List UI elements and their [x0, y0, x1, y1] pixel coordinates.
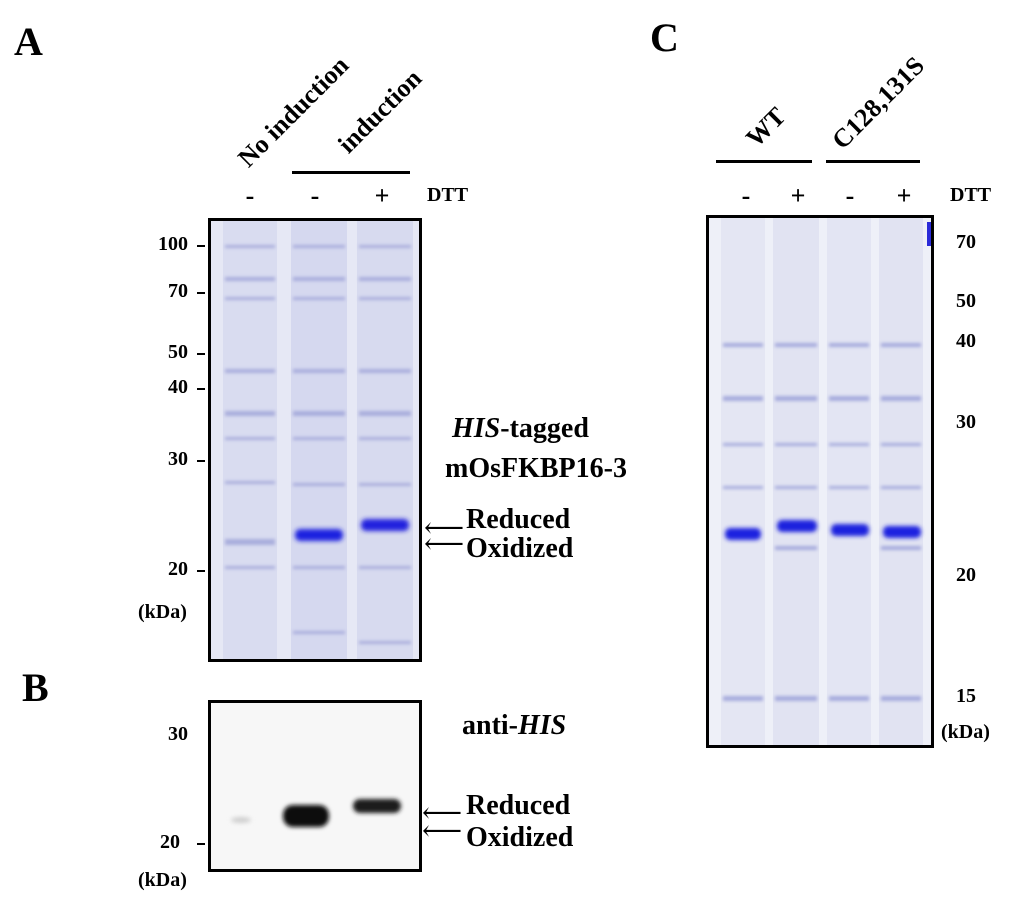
mutant-bracket	[826, 160, 920, 163]
dtt-sign-c-4: +	[896, 181, 912, 210]
tagged-text: -tagged	[500, 413, 589, 444]
marker-b-30: 30	[168, 723, 188, 745]
reduced-label-b: Reduced	[466, 790, 571, 821]
marker-c-20: 20	[956, 564, 976, 586]
blot-b-image	[211, 703, 419, 869]
unit-c: (kDa)	[941, 721, 990, 743]
marker-a-50: 50	[168, 341, 188, 363]
marker-c-50: 50	[956, 290, 976, 312]
marker-tick	[197, 460, 205, 462]
marker-a-30: 30	[168, 448, 188, 470]
antibody-label: anti-HIS	[462, 712, 566, 740]
induction-bracket	[292, 171, 410, 174]
arrow-left-icon: ⟵	[422, 816, 463, 847]
reduced-label-a: Reduced	[466, 504, 571, 535]
panel-b-letter: B	[22, 665, 49, 710]
dtt-sign-a-1: -	[245, 181, 255, 210]
protein-name-line1: HIS-tagged	[452, 415, 589, 443]
dtt-sign-c-1: -	[741, 181, 751, 210]
lane-label-no-induction: No induction	[232, 50, 355, 173]
marker-a-20: 20	[168, 558, 188, 580]
western-blot-b	[208, 700, 422, 872]
marker-c-15: 15	[956, 685, 976, 707]
marker-tick	[197, 570, 205, 572]
marker-b-20: 20	[160, 831, 180, 853]
oxidized-label-a: Oxidized	[466, 533, 574, 564]
protein-name-line2: mOsFKBP16-3	[445, 453, 627, 484]
his-italic: HIS	[452, 413, 501, 444]
arrow-left-icon: ⟵	[424, 529, 465, 560]
oxidized-label-b: Oxidized	[466, 822, 574, 853]
unit-b: (kDa)	[138, 869, 187, 891]
marker-tick	[197, 353, 205, 355]
dtt-sign-a-2: -	[310, 181, 320, 210]
marker-tick	[197, 245, 205, 247]
arrow-left-icon: ⟵	[422, 798, 463, 829]
unit-a: (kDa)	[138, 601, 187, 623]
arrow-left-icon: ⟵	[424, 513, 465, 544]
marker-tick	[197, 843, 205, 845]
wt-bracket	[716, 160, 812, 163]
panel-a-letter: A	[14, 19, 43, 64]
group-label-c128-131s: C128,131S	[826, 50, 930, 155]
gel-a-image	[211, 221, 419, 659]
dtt-label-c: DTT	[950, 184, 992, 206]
marker-tick	[197, 292, 205, 294]
marker-tick	[197, 388, 205, 390]
coomassie-gel-a	[208, 218, 422, 662]
dtt-sign-c-2: +	[790, 181, 806, 210]
marker-a-70: 70	[168, 280, 188, 302]
anti-prefix: anti-	[462, 710, 518, 741]
lane-label-induction: induction	[332, 63, 428, 159]
marker-a-40: 40	[168, 376, 188, 398]
his-italic-b: HIS	[518, 710, 567, 741]
marker-a-100: 100	[158, 233, 188, 255]
panel-c-letter: C	[650, 15, 679, 60]
dtt-sign-c-3: -	[845, 181, 855, 210]
marker-c-30: 30	[956, 411, 976, 433]
gel-c-image	[709, 218, 931, 745]
dtt-sign-a-3: +	[374, 181, 390, 210]
group-label-wt: WT	[740, 101, 792, 153]
marker-c-70: 70	[956, 231, 976, 253]
dtt-label-a: DTT	[427, 184, 469, 206]
coomassie-gel-c	[706, 215, 934, 748]
marker-c-40: 40	[956, 330, 976, 352]
